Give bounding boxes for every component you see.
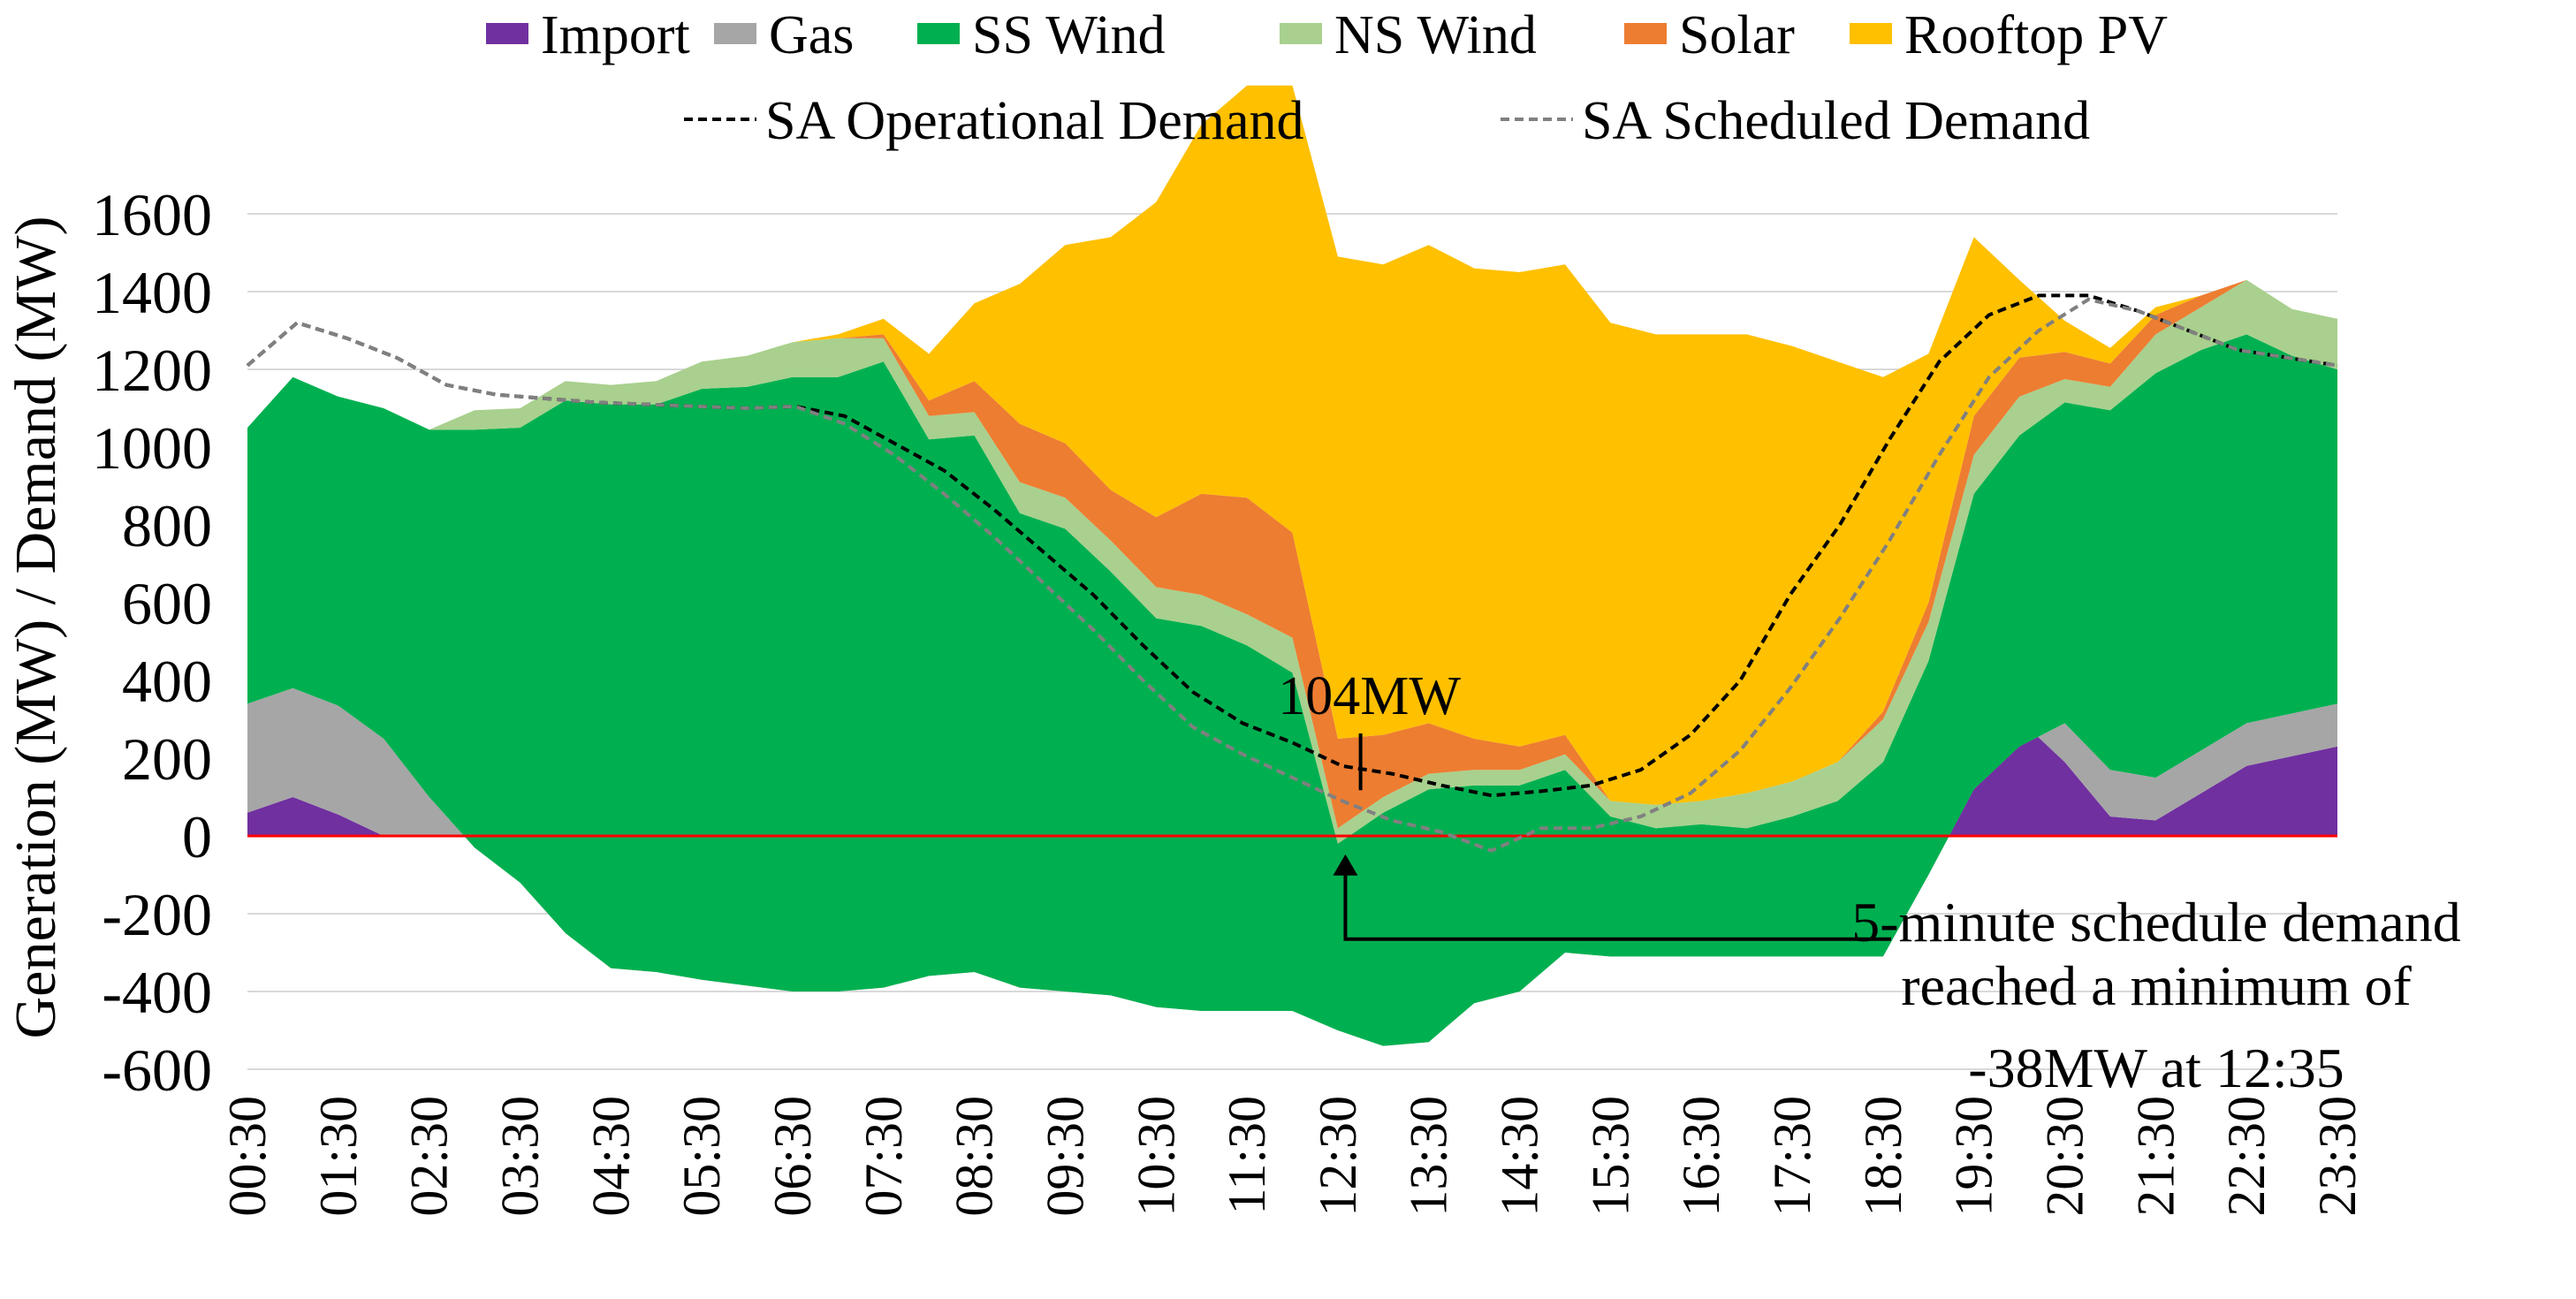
legend-label-ss-wind: SS Wind xyxy=(972,5,1166,65)
area-import xyxy=(247,719,2337,836)
annotation-min-connector xyxy=(1343,866,1891,941)
y-tick-label: 0 xyxy=(182,803,212,870)
x-axis-ticks: 00:30 01:30 02:30 03:30 04:30 05:30 06:30 07:30… xyxy=(218,1096,2367,1217)
x-tick-label: 05:30 xyxy=(672,1096,731,1217)
x-tick-label: 23:30 xyxy=(2308,1096,2367,1217)
x-tick-label: 15:30 xyxy=(1581,1096,1639,1217)
area-rooftop-pv xyxy=(247,85,2337,805)
x-tick-label: 19:30 xyxy=(1945,1096,2003,1217)
line-sa-operational-demand xyxy=(246,293,2338,798)
x-tick-label: 16:30 xyxy=(1672,1096,1730,1217)
legend-swatch-import xyxy=(486,23,528,44)
x-tick-label: 14:30 xyxy=(1491,1096,1549,1217)
x-tick-label: 03:30 xyxy=(490,1096,549,1217)
legend-label-import: Import xyxy=(541,5,690,65)
y-tick-label: 600 xyxy=(122,570,212,637)
annotation-min-line: -38MW at 12:35 xyxy=(1968,1037,2344,1099)
x-tick-label: 06:30 xyxy=(764,1096,822,1217)
legend-label-rooftop-pv: Rooftop PV xyxy=(1904,5,2168,65)
legend-label-solar: Solar xyxy=(1679,5,1795,65)
legend: Import Gas SS Wind NS Wind Solar Rooftop PV SA… xyxy=(486,5,2168,151)
x-tick-label: 07:30 xyxy=(855,1096,913,1217)
legend-label-ns-wind: NS Wind xyxy=(1334,5,1537,65)
annotation-min-line: 5-minute schedule demand xyxy=(1851,891,2461,953)
line-sa-scheduled-demand xyxy=(246,297,2338,853)
x-tick-label: 09:30 xyxy=(1036,1096,1094,1217)
legend-swatch-gas xyxy=(714,23,756,44)
y-tick-label: 1400 xyxy=(92,259,212,326)
x-tick-label: 21:30 xyxy=(2126,1096,2185,1217)
x-tick-label: 18:30 xyxy=(1854,1096,1912,1217)
legend-swatch-solar xyxy=(1624,23,1667,44)
legend-label-sa-operational-demand: SA Operational Demand xyxy=(765,91,1304,151)
x-tick-label: 22:30 xyxy=(2217,1096,2276,1217)
x-tick-label: 17:30 xyxy=(1763,1096,1821,1217)
area-ss-wind xyxy=(247,334,2337,1046)
x-tick-label: 04:30 xyxy=(581,1096,640,1217)
y-tick-label: -200 xyxy=(102,881,212,948)
legend-swatch-ns-wind xyxy=(1280,23,1322,44)
y-tick-label: 800 xyxy=(122,492,212,559)
y-tick-label: 200 xyxy=(122,725,212,793)
y-tick-label: -600 xyxy=(102,1037,212,1104)
legend-label-sa-scheduled-demand: SA Scheduled Demand xyxy=(1582,91,2090,151)
stacked-areas xyxy=(247,85,2337,1046)
y-tick-label: -400 xyxy=(102,959,212,1026)
x-tick-label: 10:30 xyxy=(1127,1096,1185,1217)
area-solar xyxy=(247,279,2337,829)
x-tick-label: 13:30 xyxy=(1400,1096,1458,1217)
y-axis-label: Generation (MW) / Demand (MW) xyxy=(4,216,68,1039)
y-axis-ticks: 1600 1400 1200 1000 800 600 400 200 0 -200 -400 -60… xyxy=(92,181,212,1104)
annotation-104mw: 104MW xyxy=(1278,666,1461,726)
legend-swatch-rooftop-pv xyxy=(1850,23,1892,44)
x-tick-label: 11:30 xyxy=(1218,1096,1276,1214)
legend-swatch-ss-wind xyxy=(917,23,960,44)
x-tick-label: 02:30 xyxy=(400,1096,459,1217)
x-tick-label: 12:30 xyxy=(1309,1096,1367,1217)
y-tick-label: 400 xyxy=(122,648,212,715)
y-tick-label: 1200 xyxy=(92,337,212,404)
legend-label-gas: Gas xyxy=(769,5,854,65)
x-tick-label: 01:30 xyxy=(309,1096,368,1217)
annotation-min-line: reached a minimum of xyxy=(1901,954,2412,1017)
x-tick-label: 08:30 xyxy=(946,1096,1004,1217)
y-tick-label: 1600 xyxy=(92,181,212,248)
demand-lines xyxy=(246,293,2338,853)
x-tick-label: 00:30 xyxy=(218,1096,277,1217)
y-tick-label: 1000 xyxy=(92,414,212,482)
x-tick-label: 20:30 xyxy=(2036,1096,2094,1217)
annotation-min-arrowhead xyxy=(1333,854,1358,876)
